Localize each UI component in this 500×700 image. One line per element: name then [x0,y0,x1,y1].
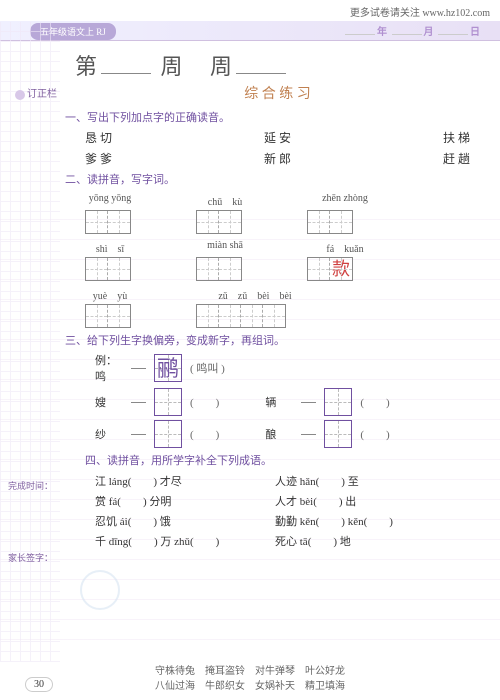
sec3-row: 纱 ( ) 酿 ( ) [95,420,480,448]
week-title: 第 周 周 [75,49,480,81]
section4-heading: 四、读拼音，用所学字补全下列成语。 [85,452,480,468]
section3-heading: 三、给下列生字换偏旁，变成新字，再组词。 [65,332,480,348]
answer-box[interactable] [154,388,182,416]
sec3-example: 例：鸣 鹂 ( 鸣叫 ) [95,352,480,384]
char-box[interactable] [196,210,242,234]
sec3-row: 嫂 ( ) 辆 ( ) [95,388,480,416]
answer-box[interactable] [324,388,352,416]
box-row3 [85,304,480,328]
pinyin-row3: yuè yù zǔ zǔ bèi bèi [85,287,480,302]
char-box[interactable] [196,304,286,328]
sec4-body: 江 láng( ) 才尽人迹 hǎn( ) 至 赏 fá( ) 分明人才 bèi… [95,472,480,552]
footer-idioms: 守株待兔 掩耳盗铃 对牛弹琴 叶公好龙 八仙过海 牛郎织女 女娲补天 精卫填海 [0,662,500,692]
main-content: 第 周 周 综 合 练 习 一、写出下列加点字的正确读音。 恳 切 延 安 扶 … [0,41,500,560]
char-box[interactable] [307,210,353,234]
char-box[interactable] [85,257,131,281]
done-time-label: 完成时间： [8,479,53,492]
char-box[interactable] [85,210,131,234]
section1-heading: 一、写出下列加点字的正确读音。 [65,109,480,125]
char-box[interactable]: 款 [307,257,353,281]
answer-box[interactable] [324,420,352,448]
url-note: 更多试卷请关注 www.hz102.com [0,0,500,21]
char-box[interactable] [196,257,242,281]
box-row1 [85,210,480,234]
section2-heading: 二、读拼音，写字词。 [65,171,480,187]
example-box: 鹂 [154,354,182,382]
pinyin-row1: yōng yōng chū kù zhēn zhòng [85,193,480,208]
char-box[interactable] [85,304,131,328]
date-slots: 年 月 日 [343,23,480,38]
subtitle: 综 合 练 习 [75,83,480,103]
parent-sign-label: 家长签字： [8,551,53,564]
header-bar: 五年级语文上 RJ 年 月 日 [0,21,500,41]
answer-box[interactable] [154,420,182,448]
watermark-icon [80,570,120,610]
sec1-row2: 爹 爹 新 郎 赶 趟 [75,150,480,167]
box-row2: 款 [85,257,480,281]
sec1-row1: 恳 切 延 安 扶 梯 [75,129,480,146]
pinyin-row2: shì sī miàn shā fá kuǎn [85,240,480,255]
